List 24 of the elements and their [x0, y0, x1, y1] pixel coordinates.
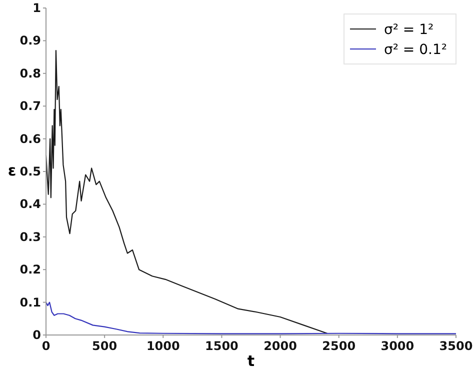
x-tick-label: 0 [42, 339, 50, 353]
x-tick-label: 3000 [380, 339, 414, 353]
x-tick-label: 1500 [205, 339, 238, 353]
y-tick-label: 0.3 [20, 230, 41, 244]
y-tick-label: 0.6 [20, 132, 41, 146]
y-tick-label: 0.8 [20, 66, 41, 80]
x-tick-label: 2500 [322, 339, 356, 353]
x-tick-label: 3500 [439, 339, 473, 353]
y-tick-label: 1 [32, 1, 41, 15]
y-tick-label: 0.4 [20, 197, 41, 212]
x-tick-label: 2000 [264, 339, 297, 353]
legend-label: σ² = 0.1² [384, 42, 447, 58]
y-tick-label: 0.1 [20, 295, 41, 310]
x-axis-title: t [247, 352, 255, 370]
y-tick-label: 0 [32, 328, 41, 342]
x-tick-label: 500 [92, 339, 118, 353]
legend-label: σ² = 1² [384, 22, 434, 38]
y-tick-label: 0.9 [20, 34, 41, 48]
line-series [45, 50, 328, 334]
y-tick-label: 0.7 [20, 99, 41, 114]
x-tick-label: 1000 [146, 339, 180, 353]
y-axis-title: ε [8, 162, 16, 180]
y-tick-label: 0.2 [20, 262, 41, 277]
y-tick-label: 0.5 [20, 164, 41, 178]
